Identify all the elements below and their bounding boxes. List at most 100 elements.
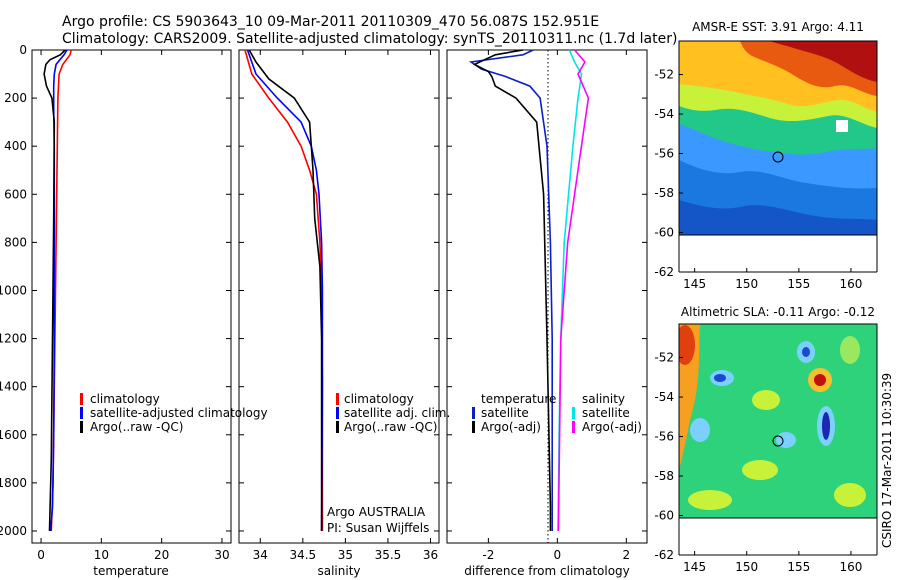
temperature-series bbox=[43, 49, 72, 532]
x-tick-label: 34.5 bbox=[289, 548, 316, 562]
sla-high-ring bbox=[752, 390, 780, 410]
argo-location-marker bbox=[772, 435, 784, 447]
sla-high-core bbox=[679, 325, 695, 365]
legend-label: climatology bbox=[344, 392, 414, 406]
sla-high-ring bbox=[742, 460, 778, 480]
salinity-xlabel: salinity bbox=[317, 564, 360, 578]
x-tick-label: 30 bbox=[214, 548, 229, 562]
y-tick-label: 200 bbox=[4, 91, 27, 105]
temperature-panel: temperature 0 10 20 30 0 200 400 600 800 1000 1200… bbox=[0, 43, 268, 578]
series-line-1 bbox=[472, 49, 552, 531]
y-tick-label: 600 bbox=[4, 187, 27, 201]
legend-group-title: temperature bbox=[481, 392, 556, 406]
x-tick-label: 35.5 bbox=[375, 548, 402, 562]
legend-label: climatology bbox=[90, 392, 160, 406]
x-tick-label: 0 bbox=[554, 548, 562, 562]
map-y-tick-label: -54 bbox=[654, 107, 674, 121]
sla-low-core bbox=[802, 347, 810, 357]
sla-heatmap bbox=[679, 324, 877, 518]
map-x-tick-label: 150 bbox=[735, 560, 758, 574]
sst-map-title: AMSR-E SST: 3.91 Argo: 4.11 bbox=[692, 20, 864, 34]
series-line-2 bbox=[43, 49, 66, 532]
y-tick-label: 1800 bbox=[0, 476, 27, 490]
legend-label: Argo(-adj) bbox=[582, 420, 642, 434]
y-tick-label: 800 bbox=[4, 235, 27, 249]
map-y-tick-label: -56 bbox=[654, 430, 674, 444]
temperature-axes-frame bbox=[31, 49, 232, 544]
legend-group-title: salinity bbox=[582, 392, 625, 406]
sst-map-frame bbox=[678, 40, 878, 236]
difference-xlabel: difference from climatology bbox=[464, 564, 630, 578]
sst-deepblue-band bbox=[679, 200, 877, 235]
legend-label: Argo(-adj) bbox=[481, 420, 541, 434]
salinity-panel: salinity 34 34.5 35 35.5 36 climatology sate… bbox=[238, 49, 450, 578]
sla-low-core bbox=[714, 374, 726, 382]
legend-label: Argo(..raw -QC) bbox=[344, 420, 437, 434]
legend-swatch-temp-argo bbox=[472, 421, 475, 433]
map-x-tick-label: 155 bbox=[787, 277, 810, 291]
figure-subtitle: Climatology: CARS2009. Satellite-adjuste… bbox=[62, 31, 677, 47]
series-line-0 bbox=[244, 49, 324, 531]
legend-swatch-temp-satellite bbox=[472, 407, 475, 419]
sla-low-ring bbox=[776, 432, 796, 448]
figure-title: Argo profile: CS 5903643_10 09-Mar-2011 … bbox=[62, 14, 599, 30]
legend-swatch-climatology bbox=[80, 393, 83, 405]
map-y-tick-label: -58 bbox=[654, 186, 674, 200]
series-line-3 bbox=[557, 49, 590, 532]
legend-swatch-satellite bbox=[80, 407, 83, 419]
y-tick-label: 0 bbox=[19, 43, 27, 57]
map-y-tick-label: -52 bbox=[654, 351, 674, 365]
x-tick-label: 10 bbox=[94, 548, 109, 562]
difference-legend: temperature satellite Argo(-adj) salinit… bbox=[472, 392, 642, 434]
y-tick-label: 1400 bbox=[0, 380, 27, 394]
legend-swatch-climatology bbox=[336, 393, 339, 405]
map-x-tick-label: 150 bbox=[735, 277, 758, 291]
temperature-ticks: 0 10 20 30 0 200 400 600 800 1000 1200 1400 1600 1800… bbox=[0, 43, 231, 562]
series-line-2 bbox=[248, 49, 323, 531]
map-y-tick-label: -56 bbox=[654, 147, 674, 161]
difference-axes-frame bbox=[446, 49, 648, 544]
legend-swatch-argo bbox=[80, 421, 83, 433]
map-x-tick-label: 155 bbox=[787, 560, 810, 574]
y-tick-label: 1600 bbox=[0, 428, 27, 442]
x-tick-label: 20 bbox=[154, 548, 169, 562]
sla-low-core bbox=[822, 412, 830, 440]
salinity-ticks: 34 34.5 35 35.5 36 bbox=[239, 49, 439, 562]
legend-swatch-sal-argo bbox=[572, 421, 575, 433]
sst-darkred-band bbox=[770, 41, 877, 82]
sla-map-ticks: 145 150 155 160 -52 -54 -56 -58 -60 -62 bbox=[654, 351, 862, 574]
sla-low-ring bbox=[690, 418, 710, 442]
sla-map-title: Altimetric SLA: -0.11 Argo: -0.12 bbox=[681, 305, 875, 319]
y-tick-label: 2000 bbox=[0, 524, 27, 538]
map-x-tick-label: 145 bbox=[683, 277, 706, 291]
map-y-tick-label: -58 bbox=[654, 469, 674, 483]
map-x-tick-label: 145 bbox=[683, 560, 706, 574]
legend-label: satellite-adjusted climatology bbox=[90, 406, 268, 420]
sst-map-panel: AMSR-E SST: 3.91 Argo: 4.11 145 150 155 160… bbox=[654, 20, 878, 291]
salinity-series bbox=[244, 49, 324, 532]
difference-ticks: -2 0 2 bbox=[447, 49, 647, 562]
timestamp-label: CSIRO 17-Mar-2011 10:30:39 bbox=[880, 373, 894, 548]
pi-label: PI: Susan Wijffels bbox=[327, 521, 429, 535]
temperature-xlabel: temperature bbox=[93, 564, 168, 578]
salinity-legend: climatology satellite adj. clim. Argo(..… bbox=[327, 392, 450, 535]
x-tick-label: 2 bbox=[622, 548, 630, 562]
map-x-tick-label: 160 bbox=[839, 277, 862, 291]
x-tick-label: -2 bbox=[482, 548, 494, 562]
map-y-tick-label: -54 bbox=[654, 390, 674, 404]
map-x-tick-label: 160 bbox=[839, 560, 862, 574]
map-y-tick-label: -62 bbox=[654, 548, 674, 562]
sla-map-panel: Altimetric SLA: -0.11 Argo: -0.12 1 bbox=[654, 305, 878, 574]
legend-swatch-sal-satellite bbox=[572, 407, 575, 419]
map-y-tick-label: -62 bbox=[654, 265, 674, 279]
sla-high-ring bbox=[688, 490, 732, 510]
legend-label: satellite bbox=[582, 406, 630, 420]
legend-swatch-satellite bbox=[336, 407, 339, 419]
series-line-2 bbox=[557, 49, 583, 532]
argo-location-marker bbox=[772, 151, 784, 163]
y-tick-label: 1000 bbox=[0, 283, 27, 297]
y-tick-label: 1200 bbox=[0, 332, 27, 346]
sla-high-ring bbox=[840, 336, 860, 364]
temperature-legend: climatology satellite-adjusted climatolo… bbox=[80, 392, 268, 434]
